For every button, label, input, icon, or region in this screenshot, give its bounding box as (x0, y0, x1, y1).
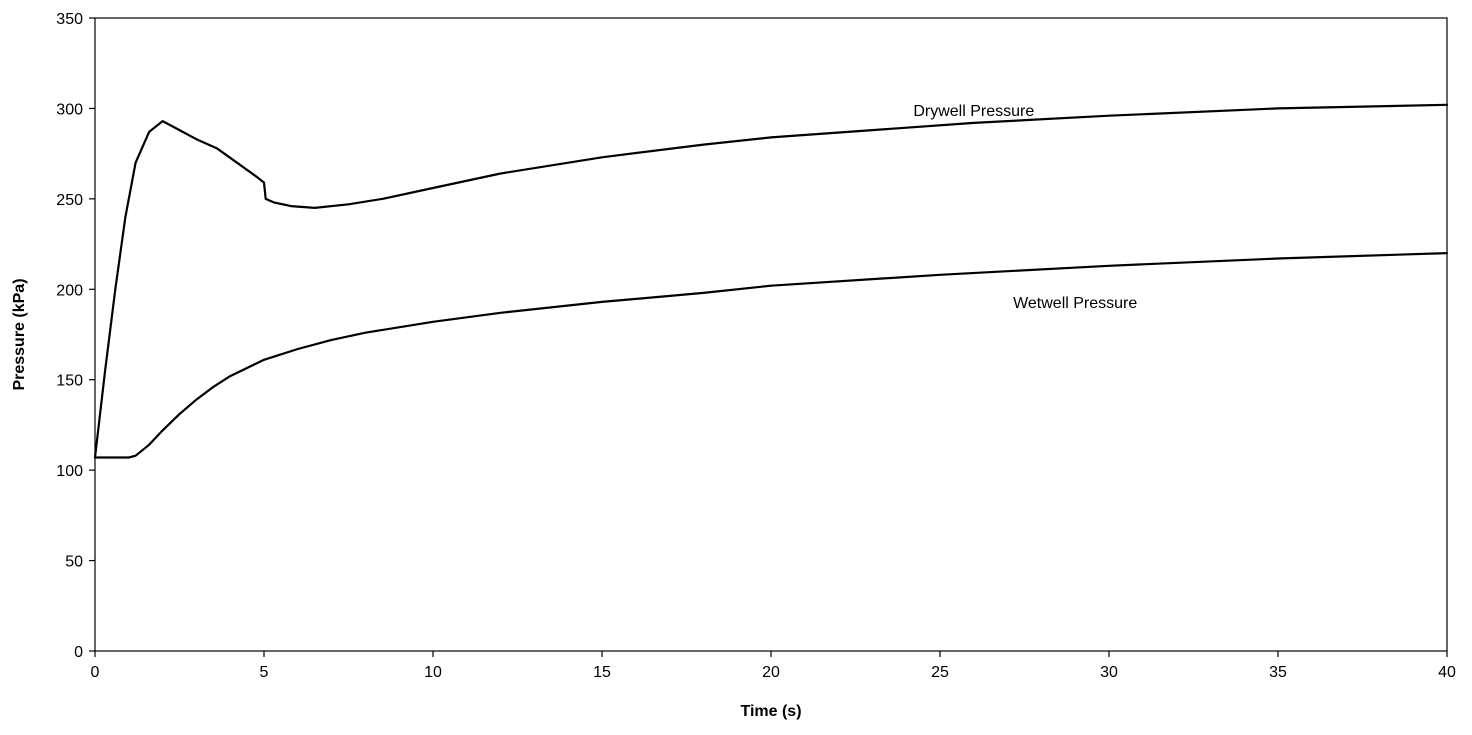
plot-frame (94, 17, 1448, 652)
plot-area: 0 5 10 15 20 25 30 35 40 0 50 100 150 200 250 300 350 Dry… (56, 11, 1456, 681)
x-tick-label: 25 (931, 664, 949, 681)
y-tick-label: 150 (56, 373, 83, 390)
x-tick-label: 30 (1100, 664, 1118, 681)
drywell-pressure-label: Drywell Pressure (913, 103, 1034, 120)
wetwell-pressure-line (93, 252, 1449, 459)
x-tick-label: 15 (593, 664, 611, 681)
y-axis-title: Pressure (kPa) (11, 278, 28, 390)
y-tick-label: 200 (56, 282, 83, 299)
x-axis-title: Time (s) (740, 703, 801, 720)
y-tick-label: 100 (56, 463, 83, 480)
x-tick-label: 20 (762, 664, 780, 681)
y-tick-label: 300 (56, 101, 83, 118)
y-tick-label: 0 (74, 644, 83, 661)
x-tick-label: 0 (91, 664, 100, 681)
y-tick-label: 350 (56, 11, 83, 28)
x-tick-label: 40 (1438, 664, 1456, 681)
x-tick-label: 35 (1269, 664, 1287, 681)
y-tick-label: 250 (56, 192, 83, 209)
x-tick-label: 5 (260, 664, 269, 681)
y-tick-label: 50 (65, 554, 83, 571)
drywell-pressure-line (93, 103, 1449, 459)
wetwell-pressure-label: Wetwell Pressure (1013, 295, 1137, 312)
x-tick-label: 10 (424, 664, 442, 681)
